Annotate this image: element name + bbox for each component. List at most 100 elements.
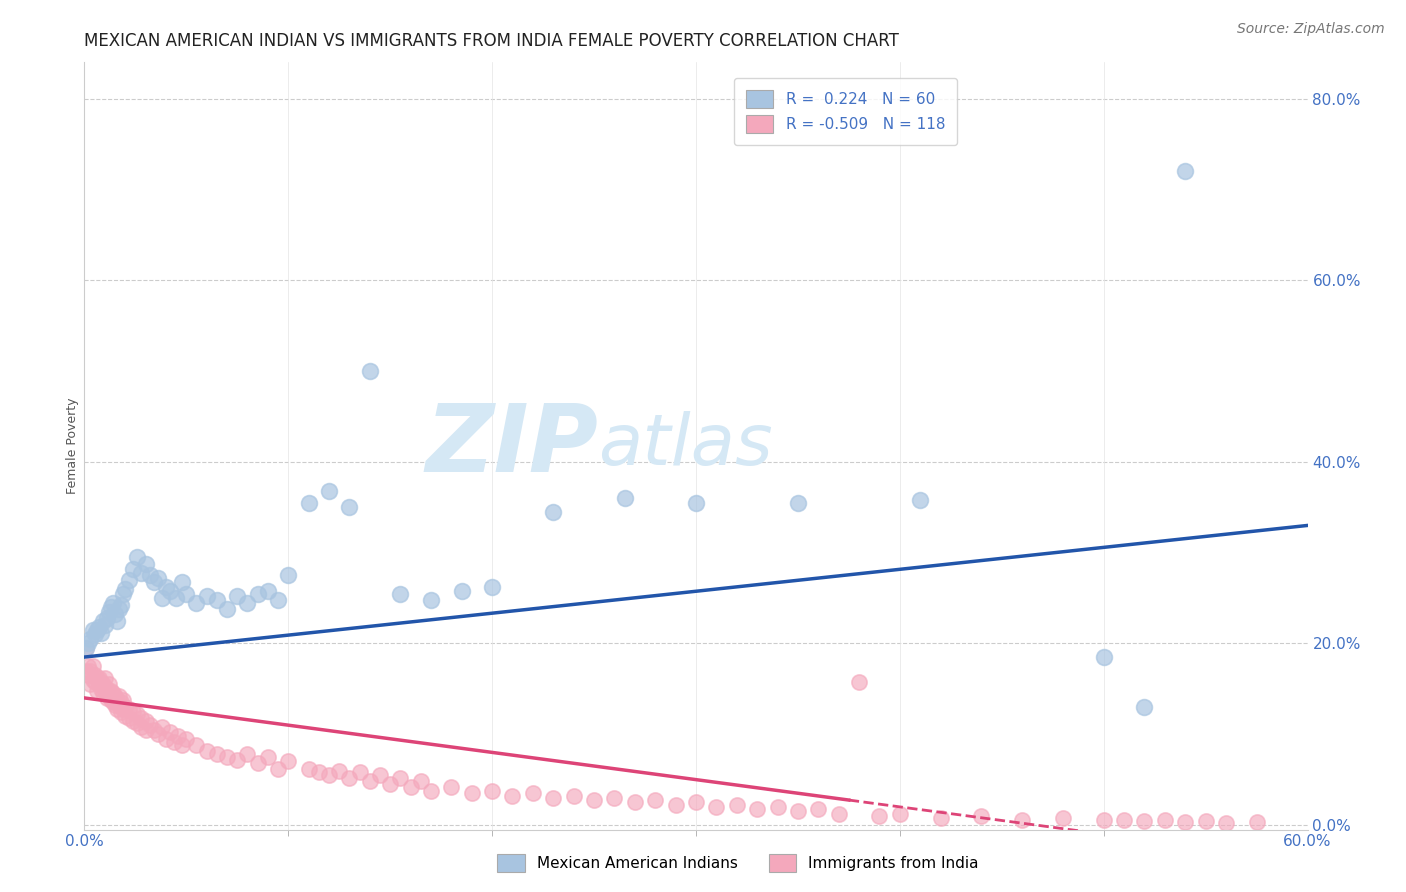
Point [420, 593, 443, 607]
Point [217, 750, 239, 764]
Point [186, 738, 208, 752]
Point [1133, 814, 1156, 829]
Point [105, 692, 128, 706]
Point [91, 677, 114, 691]
Point [1092, 814, 1115, 828]
Point [82, 659, 104, 673]
Point [122, 562, 145, 576]
Legend: R =  0.224   N = 60, R = -0.509   N = 118: R = 0.224 N = 60, R = -0.509 N = 118 [734, 78, 957, 145]
Point [114, 700, 136, 714]
Point [142, 723, 165, 737]
Point [165, 591, 187, 605]
Point [114, 582, 136, 596]
Point [135, 714, 157, 728]
Point [135, 723, 157, 737]
Point [869, 809, 891, 823]
Point [138, 718, 160, 732]
Point [1174, 815, 1197, 830]
Point [100, 683, 122, 698]
Point [1133, 700, 1156, 714]
Point [146, 727, 169, 741]
Point [217, 602, 239, 616]
Point [86, 683, 108, 698]
Point [502, 789, 524, 803]
Point [118, 702, 141, 716]
Point [787, 805, 810, 819]
Point [226, 753, 249, 767]
Point [186, 596, 208, 610]
Point [970, 809, 993, 823]
Point [257, 583, 280, 598]
Point [101, 686, 124, 700]
Point [543, 790, 565, 805]
Point [114, 709, 136, 723]
Point [100, 692, 122, 706]
Point [87, 620, 110, 634]
Point [75, 640, 97, 655]
Point [267, 593, 290, 607]
Point [90, 681, 112, 696]
Point [93, 683, 115, 698]
Point [108, 602, 131, 616]
Point [205, 593, 228, 607]
Point [929, 811, 952, 825]
Point [450, 583, 472, 598]
Point [257, 750, 280, 764]
Point [110, 696, 132, 710]
Point [1246, 815, 1268, 830]
Point [87, 671, 110, 685]
Point [131, 711, 153, 725]
Point [236, 747, 259, 762]
Point [725, 798, 748, 813]
Point [87, 677, 110, 691]
Point [97, 677, 120, 691]
Point [1052, 811, 1074, 825]
Point [174, 586, 197, 600]
Point [665, 798, 688, 813]
Text: ZIP: ZIP [425, 400, 598, 492]
Point [583, 792, 606, 806]
Point [155, 731, 177, 746]
Point [83, 668, 105, 682]
Point [1154, 814, 1177, 828]
Point [368, 768, 391, 782]
Point [613, 491, 636, 506]
Point [155, 580, 177, 594]
Point [910, 493, 932, 508]
Point [122, 705, 145, 719]
Point [747, 802, 769, 816]
Point [685, 496, 707, 510]
Point [195, 589, 218, 603]
Point [389, 771, 412, 785]
Point [127, 716, 149, 731]
Point [889, 807, 911, 822]
Point [112, 586, 135, 600]
Point [108, 689, 131, 703]
Point [339, 771, 361, 785]
Point [82, 673, 104, 687]
Point [359, 774, 381, 789]
Point [205, 747, 228, 762]
Point [90, 674, 112, 689]
Point [318, 483, 340, 498]
Point [104, 698, 127, 713]
Point [131, 720, 153, 734]
Point [79, 677, 101, 691]
Point [150, 591, 173, 605]
Point [409, 774, 432, 789]
Point [135, 557, 157, 571]
Point [828, 807, 851, 822]
Point [110, 599, 132, 613]
Point [79, 664, 101, 678]
Point [481, 783, 503, 797]
Point [461, 786, 484, 800]
Point [359, 364, 381, 378]
Point [1092, 650, 1115, 665]
Point [236, 596, 259, 610]
Point [96, 681, 118, 696]
Point [105, 702, 128, 716]
Point [1215, 816, 1237, 830]
Point [138, 568, 160, 582]
Point [603, 790, 626, 805]
Point [96, 611, 118, 625]
